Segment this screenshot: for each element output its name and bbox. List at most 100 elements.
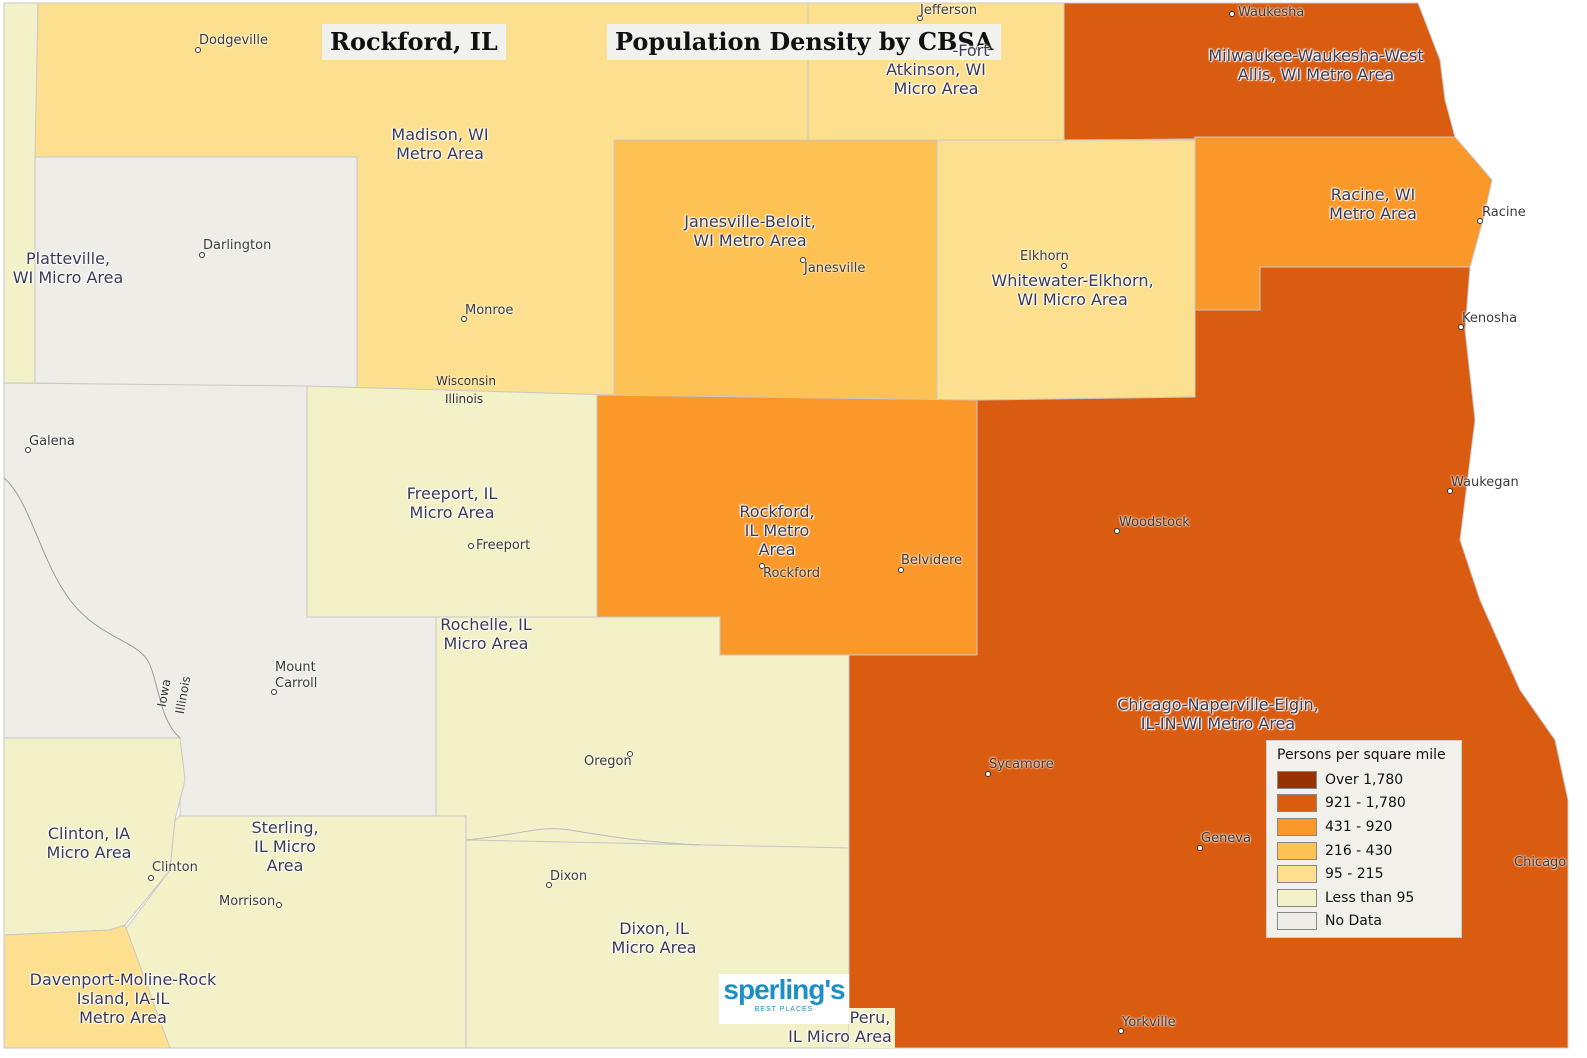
city-label-janesville: Janesville: [804, 261, 866, 276]
region-label-dixon: Dixon, IL Micro Area: [611, 919, 697, 957]
region-label-sterling: Sterling, IL Micro Area: [251, 818, 319, 875]
city-label-kenosha: Kenosha: [1462, 311, 1518, 326]
city-dot: [276, 902, 282, 908]
city-dot: [917, 15, 923, 21]
legend-swatch: [1277, 770, 1317, 789]
legend-label: 431 - 920: [1325, 818, 1393, 835]
city-dot: [148, 875, 154, 881]
city-label-racine: Racine: [1482, 205, 1526, 220]
city-label-dixon: Dixon: [550, 869, 588, 884]
region-label-clinton: Clinton, IA Micro Area: [46, 824, 132, 862]
region-label-fort-atkinson: -Fort Atkinson, WI Micro Area: [886, 41, 990, 98]
city-label-oregon: Oregon: [584, 754, 632, 769]
city-dot: [759, 563, 765, 569]
legend-swatch: [1277, 888, 1317, 907]
legend-item: 921 - 1,780: [1277, 792, 1451, 816]
rock-river-line: [465, 828, 701, 846]
city-label-darlington: Darlington: [203, 238, 272, 253]
city-label-morrison: Morrison: [219, 894, 276, 909]
whitewater-region: [936, 139, 1196, 401]
legend-swatch: [1277, 912, 1317, 931]
city-label-belvidere: Belvidere: [901, 553, 963, 568]
region-label-rockford: Rockford, IL Metro Area: [739, 502, 815, 559]
city-dot: [199, 252, 205, 258]
map-legend: Persons per square mile Over 1,780 921 -…: [1266, 740, 1462, 938]
legend-label: Less than 95: [1325, 889, 1415, 906]
legend-item: 216 - 430: [1277, 839, 1451, 863]
city-dot: [195, 47, 201, 53]
city-dot: [1477, 218, 1483, 224]
city-dot: [800, 257, 806, 263]
legend-item: 95 - 215: [1277, 862, 1451, 886]
davenport-region: [3, 924, 171, 1049]
region-label-whitewater: Whitewater-Elkhorn, WI Micro Area: [991, 271, 1154, 309]
janesville-region: [613, 139, 938, 401]
city-dot: [627, 751, 633, 757]
legend-label: 216 - 430: [1325, 842, 1393, 859]
city-label-mount-carroll: Mount Carroll: [275, 660, 318, 691]
city-dot: [271, 689, 277, 695]
city-dot: [1061, 263, 1067, 269]
logo-brand: sperling's: [723, 974, 845, 1005]
legend-item: No Data: [1277, 910, 1451, 934]
city-label-freeport: Freeport: [476, 538, 531, 553]
state-label-illinois: Illinois: [445, 392, 484, 406]
city-dot: [1197, 845, 1203, 851]
mississippi-river-line: [3, 477, 181, 739]
map-title: Population Density by CBSA: [607, 24, 1002, 60]
legend-label: No Data: [1325, 913, 1382, 930]
state-label-wisconsin: Wisconsin: [436, 374, 496, 388]
legend-item: Over 1,780: [1277, 768, 1451, 792]
city-dot: [1447, 488, 1453, 494]
city-dot: [1118, 1028, 1124, 1034]
region-label-janesville: Janesville-Beloit, WI Metro Area: [684, 212, 816, 250]
city-dot: [468, 543, 474, 549]
city-label-waukegan: Waukegan: [1451, 475, 1519, 490]
city-label-waukesha: Waukesha: [1238, 5, 1305, 20]
region-label-rochelle: Rochelle, IL Micro Area: [440, 615, 532, 653]
city-dot: [985, 771, 991, 777]
city-label-dodgeville: Dodgeville: [199, 33, 268, 48]
logo-tagline: BEST PLACES: [754, 1006, 814, 1013]
city-label-sycamore: Sycamore: [989, 757, 1054, 772]
region-label-freeport: Freeport, IL Micro Area: [406, 484, 498, 522]
region-label-milwaukee: Milwaukee-Waukesha-West Allis, WI Metro A…: [1208, 46, 1424, 84]
city-dot: [898, 567, 904, 573]
city-label-chicago: Chicago: [1514, 855, 1567, 870]
city-dot: [1229, 11, 1235, 17]
legend-title: Persons per square mile: [1277, 747, 1446, 763]
sperlings-logo[interactable]: sperling's BEST PLACES: [719, 974, 849, 1024]
city-dot: [1458, 324, 1464, 330]
place-title: Rockford, IL: [322, 24, 506, 60]
region-label-racine: Racine, WI Metro Area: [1329, 185, 1417, 223]
city-label-woodstock: Woodstock: [1119, 515, 1190, 530]
legend-swatch: [1277, 794, 1317, 813]
region-label-madison: Madison, WI Metro Area: [391, 125, 489, 163]
legend-label: 95 - 215: [1325, 866, 1384, 883]
city-dot: [546, 882, 552, 888]
legend-item: 431 - 920: [1277, 815, 1451, 839]
region-label-davenport: Davenport-Moline-Rock Island, IA-IL Metro …: [29, 970, 217, 1027]
region-label-peru: Peru, IL Micro Area: [788, 1008, 892, 1046]
peru-region: [849, 1008, 895, 1048]
region-label-platteville: Platteville, WI Micro Area: [12, 249, 124, 287]
city-dot: [25, 447, 31, 453]
legend-swatch: [1277, 817, 1317, 836]
legend-item: Less than 95: [1277, 886, 1451, 910]
city-label-geneva: Geneva: [1201, 831, 1251, 846]
legend-label: Over 1,780: [1325, 771, 1404, 788]
city-label-clinton: Clinton: [152, 860, 198, 875]
legend-swatch: [1277, 865, 1317, 884]
legend-swatch: [1277, 841, 1317, 860]
city-label-galena: Galena: [29, 434, 75, 449]
platteville-region: [3, 2, 39, 384]
city-dot: [461, 316, 467, 322]
city-label-monroe: Monroe: [465, 303, 514, 318]
city-label-jefferson: Jefferson: [920, 3, 978, 18]
region-label-chicago: Chicago-Naperville-Elgin, IL-IN-WI Metro …: [1117, 695, 1319, 733]
city-label-rockford: Rockford: [763, 566, 820, 581]
city-label-yorkville: Yorkville: [1122, 1015, 1176, 1030]
legend-label: 921 - 1,780: [1325, 795, 1406, 812]
city-dot: [1114, 528, 1120, 534]
city-label-elkhorn: Elkhorn: [1020, 249, 1069, 264]
